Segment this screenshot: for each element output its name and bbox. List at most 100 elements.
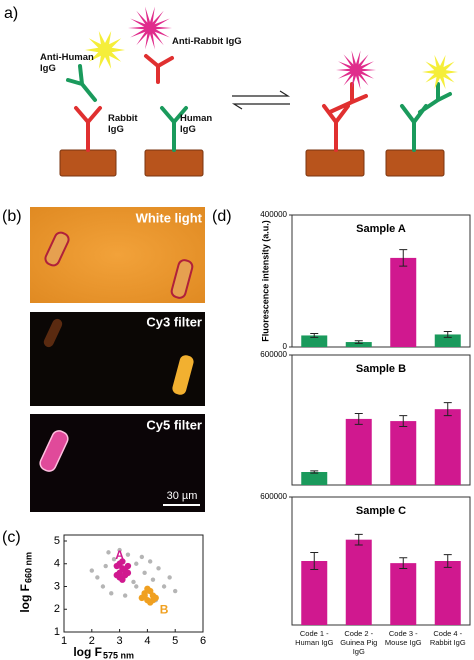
error-bar (399, 415, 408, 427)
plot-frame (291, 496, 471, 626)
x-tick-label: Code 4 - Rabbit IgG (429, 629, 466, 647)
panel-label: (d) (212, 208, 232, 225)
point (119, 558, 126, 565)
annotation: B (160, 603, 169, 617)
point (173, 588, 178, 594)
point (131, 579, 136, 585)
y-tick-label: 4 (54, 558, 60, 570)
point (111, 557, 117, 562)
scale-bar-label: 30 µm (167, 490, 198, 502)
chart-title: Sample A (356, 223, 406, 235)
error-bar (443, 554, 452, 568)
point (142, 570, 147, 576)
y-tick-label: 400000 (260, 210, 287, 219)
point (106, 550, 111, 555)
error-bar (443, 330, 452, 338)
plot-frame (291, 214, 471, 348)
bar (434, 409, 461, 485)
label: Human IgG (180, 113, 213, 135)
x-tick-label: Code 3 - Mouse IgG (384, 629, 422, 647)
x-tick-label: 6 (200, 635, 206, 647)
plot-frame (63, 534, 204, 633)
label: Anti-Rabbit IgG (172, 36, 242, 47)
point (125, 552, 131, 557)
error-bar (310, 470, 319, 474)
bar (301, 472, 328, 485)
x-axis-label: log F (73, 645, 102, 659)
y-tick-label: 1 (54, 626, 60, 638)
x-tick-label: Code 2 - Guinea Pig IgG (340, 629, 378, 656)
x-axis-label-sub: 575 nm (103, 650, 134, 660)
diagram (59, 6, 458, 177)
bar (301, 335, 328, 347)
point (147, 559, 153, 564)
y-tick-label: 0 (283, 342, 288, 351)
bar (390, 563, 417, 625)
point (122, 593, 128, 598)
bar (434, 561, 461, 625)
point (139, 554, 145, 560)
x-tick-label: 1 (61, 635, 67, 647)
chart-title: Sample B (356, 363, 406, 375)
bar (345, 342, 372, 347)
label: Anti-Human IgG (40, 52, 94, 74)
y-tick-label: 3 (54, 580, 60, 592)
annotation: A (115, 548, 124, 562)
y-tick-label: 5 (54, 535, 60, 547)
error-bar (310, 332, 319, 338)
point (89, 568, 95, 573)
y-axis-label: Fluorescence intensity (a.u.) (260, 220, 270, 342)
point (103, 563, 108, 569)
point (149, 596, 157, 604)
label: Rabbit IgG (108, 113, 138, 135)
point (117, 547, 122, 553)
point (134, 584, 139, 589)
error-bar (354, 533, 363, 546)
point (141, 592, 148, 599)
x-tick-label: 3 (117, 635, 123, 647)
bar (390, 421, 417, 485)
bar (345, 418, 372, 485)
bar (390, 257, 417, 347)
plot-frame (291, 354, 471, 486)
x-tick-label: 2 (89, 635, 95, 647)
point (161, 584, 167, 589)
bar (345, 539, 372, 625)
x-tick-label: 5 (172, 635, 178, 647)
y-tick-label: 600000 (260, 492, 287, 501)
panel-label: (c) (2, 529, 21, 546)
x-tick-label: 4 (144, 635, 150, 647)
panel-label: (b) (2, 208, 22, 225)
point (156, 566, 161, 571)
point (116, 574, 123, 581)
error-bar (399, 557, 408, 569)
y-tick-label: 600000 (260, 350, 287, 359)
point (124, 569, 132, 577)
error-bar (399, 249, 408, 267)
point (150, 577, 156, 582)
error-bar (310, 551, 319, 571)
point (109, 591, 114, 596)
point (95, 575, 100, 580)
point (134, 561, 139, 566)
x-tick-label: Code 1 - Human IgG (295, 629, 334, 647)
error-bar (354, 413, 363, 425)
point (144, 585, 151, 592)
error-bar (354, 340, 363, 344)
panel-label: a) (4, 5, 18, 22)
filter-label: Cy3 filter (146, 314, 202, 329)
bar (434, 334, 461, 347)
y-tick-label: 2 (54, 603, 60, 615)
chart-title: Sample C (356, 505, 406, 517)
y-axis-label: log F (18, 584, 32, 613)
filter-label: White light (136, 210, 203, 225)
error-bar (443, 402, 452, 417)
point (100, 584, 106, 589)
filter-label: Cy5 filter (146, 417, 202, 432)
y-axis-label-sub: 660 nm (23, 552, 33, 583)
point (167, 575, 172, 580)
bar (301, 561, 328, 625)
